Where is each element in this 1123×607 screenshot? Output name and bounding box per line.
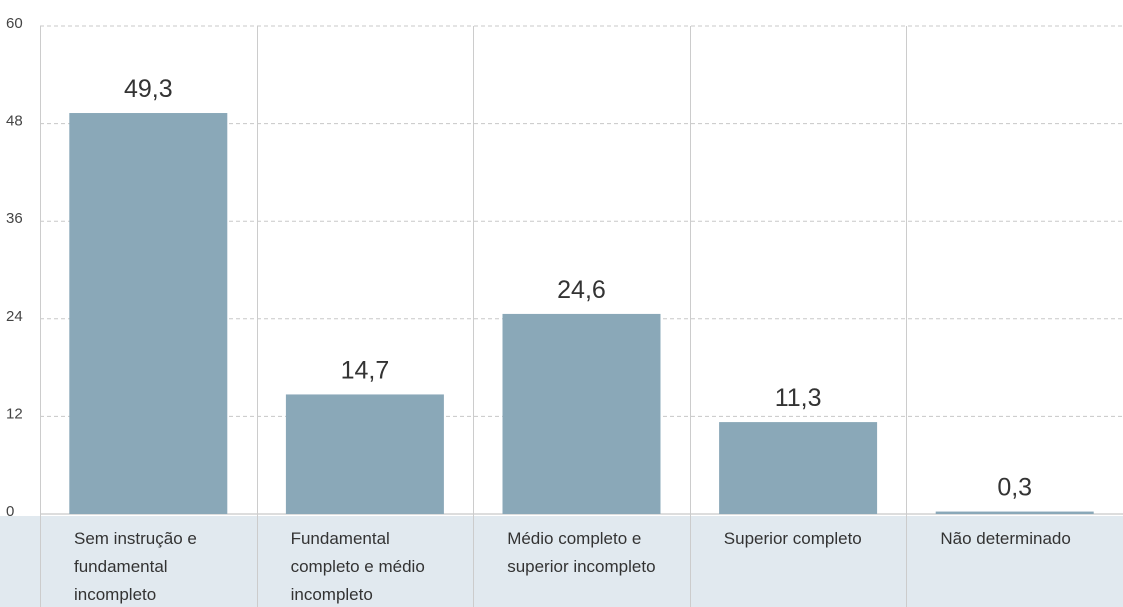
y-tick-label: 24 bbox=[6, 308, 23, 325]
bar bbox=[719, 422, 878, 514]
bars bbox=[69, 113, 1094, 514]
y-tick-label: 12 bbox=[6, 405, 23, 422]
category-label-line: completo e médio bbox=[291, 557, 425, 576]
category-label: Não determinado bbox=[940, 529, 1070, 548]
y-tick-label: 0 bbox=[6, 503, 14, 520]
category-label-line: fundamental bbox=[74, 557, 168, 576]
data-label: 0,3 bbox=[997, 474, 1032, 502]
data-labels: 49,3 14,7 24,6 11,3 0,3 bbox=[124, 75, 1032, 502]
category-band bbox=[0, 516, 1123, 607]
category-label: Sem instrução e fundamental incompleto bbox=[74, 529, 197, 604]
category-label-line: Médio completo e bbox=[507, 529, 641, 548]
data-label: 11,3 bbox=[775, 384, 822, 412]
y-tick-label: 48 bbox=[6, 113, 23, 130]
bar bbox=[502, 313, 661, 514]
data-label: 24,6 bbox=[557, 276, 606, 304]
category-label: Fundamental completo e médio incompleto bbox=[291, 529, 425, 604]
category-label-line: incompleto bbox=[74, 585, 156, 604]
category-label-line: incompleto bbox=[291, 585, 373, 604]
y-tick-label: 36 bbox=[6, 210, 23, 227]
category-labels: Sem instrução e fundamental incompletoFund… bbox=[74, 529, 1071, 604]
category-label: Superior completo bbox=[724, 529, 862, 548]
data-label: 49,3 bbox=[124, 75, 173, 103]
category-label-line: superior incompleto bbox=[507, 557, 655, 576]
column-separators bbox=[40, 26, 907, 607]
category-label-line: Sem instrução e bbox=[74, 529, 197, 548]
category-label-line: Fundamental bbox=[291, 529, 390, 548]
category-label: Médio completo e superior incompleto bbox=[507, 529, 655, 576]
bar bbox=[285, 394, 444, 514]
bar bbox=[69, 113, 228, 514]
y-tick-label: 60 bbox=[6, 15, 23, 32]
category-label-line: Não determinado bbox=[940, 529, 1070, 548]
data-label: 14,7 bbox=[341, 356, 390, 384]
category-label-line: Superior completo bbox=[724, 529, 862, 548]
y-axis-ticks: 0 12 24 36 48 60 bbox=[6, 15, 23, 520]
category-band-layer bbox=[0, 516, 1123, 607]
bar bbox=[935, 511, 1094, 514]
